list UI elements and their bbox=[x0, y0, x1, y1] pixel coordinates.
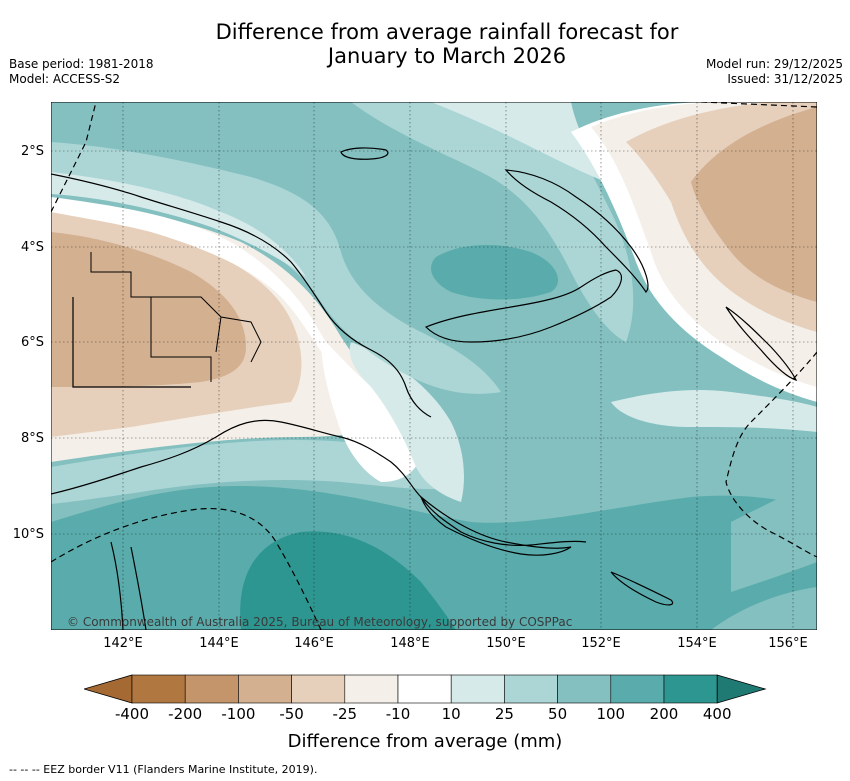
coast-new-britain bbox=[424, 269, 623, 343]
band-near-normal-central bbox=[321, 337, 424, 482]
colorbar-tick-label: 50 bbox=[548, 705, 568, 723]
coast-papuan-tail bbox=[419, 495, 572, 556]
colorbar-arrow-high bbox=[716, 674, 767, 704]
meta-right: Model run: 29/12/2025 Issued: 31/12/2025 bbox=[706, 57, 843, 87]
lat-label-8s: 8°S bbox=[20, 431, 44, 446]
lon-label-142e: 142°E bbox=[103, 636, 143, 651]
copyright-notice: © Commonwealth of Australia 2025, Bureau… bbox=[67, 615, 572, 629]
band-east-25-50-south bbox=[731, 482, 817, 592]
colorbar-tick-label: 25 bbox=[494, 705, 514, 723]
title-line-1: Difference from average rainfall forecas… bbox=[215, 20, 679, 44]
colorbar-segment bbox=[291, 674, 346, 704]
lon-label-146e: 146°E bbox=[294, 636, 334, 651]
lon-label-150e: 150°E bbox=[486, 636, 526, 651]
colorbar-tick-label: -200 bbox=[168, 705, 203, 723]
border-png-indonesia bbox=[72, 297, 191, 388]
colorbar-segment bbox=[344, 674, 399, 704]
band-se-50-100 bbox=[711, 587, 817, 630]
colorbar-arrow-low bbox=[84, 674, 133, 704]
base-period: Base period: 1981-2018 bbox=[9, 57, 154, 71]
colorbar-segment bbox=[504, 674, 558, 704]
band-100-200-center bbox=[431, 245, 559, 300]
band-10-25-north bbox=[51, 172, 306, 277]
coast-manus bbox=[340, 147, 389, 160]
colorbar-segment bbox=[610, 674, 665, 704]
model-run: Model run: 29/12/2025 bbox=[705, 57, 843, 71]
band-200-400 bbox=[240, 531, 456, 630]
colorbar-tick-label: -400 bbox=[114, 705, 150, 723]
colorbar-tick-label: 10 bbox=[441, 705, 461, 723]
coast-cape-york bbox=[110, 541, 147, 630]
colorbar-title: Difference from average (mm) bbox=[287, 731, 563, 752]
band-east-dry-50-100 bbox=[691, 107, 817, 302]
colorbar-tick-label: 200 bbox=[649, 705, 679, 723]
coast-new-guinea-north bbox=[51, 173, 432, 418]
coast-new-guinea-south bbox=[51, 419, 587, 547]
lon-label-156e: 156°E bbox=[768, 636, 808, 651]
colorbar-tick-label: -10 bbox=[385, 705, 411, 723]
colorbar-segment bbox=[663, 674, 718, 704]
lat-label-4s: 4°S bbox=[20, 240, 44, 255]
eez-borders bbox=[51, 102, 817, 630]
lon-label-152e: 152°E bbox=[581, 636, 621, 651]
lat-label-10s: 10°S bbox=[12, 527, 44, 542]
rainfall-anomaly-map[interactable]: © Commonwealth of Australia 2025, Bureau… bbox=[51, 102, 817, 630]
coast-new-ireland bbox=[504, 169, 649, 293]
province-lines bbox=[90, 252, 262, 382]
eez-south bbox=[51, 507, 322, 630]
lon-label-154e: 154°E bbox=[677, 636, 717, 651]
eez-north bbox=[51, 102, 97, 213]
lon-label-144e: 144°E bbox=[199, 636, 239, 651]
map-title: Difference from average rainfall forecas… bbox=[0, 20, 850, 68]
colorbar-tick-label: -25 bbox=[332, 705, 358, 723]
title-line-2: January to March 2026 bbox=[327, 44, 567, 68]
coast-bougainville bbox=[725, 306, 798, 381]
colorbar-segment bbox=[450, 674, 505, 704]
lon-label-148e: 148°E bbox=[390, 636, 430, 651]
colorbar-segment bbox=[184, 674, 239, 704]
issue-date: Issued: 31/12/2025 bbox=[727, 72, 843, 86]
colorbar bbox=[84, 674, 767, 704]
eez-southeast bbox=[725, 351, 817, 558]
colorbar-tick-label: 400 bbox=[702, 705, 732, 723]
colorbar-segment bbox=[557, 674, 612, 704]
meta-left: Base period: 1981-2018 Model: ACCESS-S2 bbox=[9, 57, 154, 87]
band-100-200-se bbox=[471, 574, 817, 630]
colorbar-segment bbox=[397, 674, 452, 704]
colorbar-tick-label: 100 bbox=[596, 705, 626, 723]
band-dry-50-100 bbox=[51, 232, 246, 387]
colorbar-tick-label: -50 bbox=[279, 705, 304, 723]
model-name: Model: ACCESS-S2 bbox=[9, 72, 121, 86]
coast-louisiade bbox=[610, 571, 674, 606]
band-10-25-central bbox=[349, 342, 464, 502]
coastlines bbox=[51, 147, 798, 630]
band-east-10-25 bbox=[611, 390, 817, 432]
colorbar-tick-label: -100 bbox=[221, 705, 256, 723]
colorbar-segments bbox=[84, 674, 767, 704]
band-10-25-northcentral bbox=[431, 102, 606, 182]
lat-label-2s: 2°S bbox=[20, 144, 44, 159]
lat-label-6s: 6°S bbox=[20, 335, 44, 350]
colorbar-segment bbox=[131, 674, 186, 704]
colorbar-segment bbox=[238, 674, 292, 704]
eez-legend: -- -- -- EEZ border V11 (Flanders Marine… bbox=[9, 763, 318, 776]
